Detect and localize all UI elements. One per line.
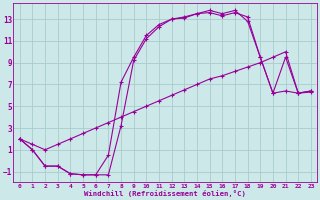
X-axis label: Windchill (Refroidissement éolien,°C): Windchill (Refroidissement éolien,°C): [84, 190, 246, 197]
